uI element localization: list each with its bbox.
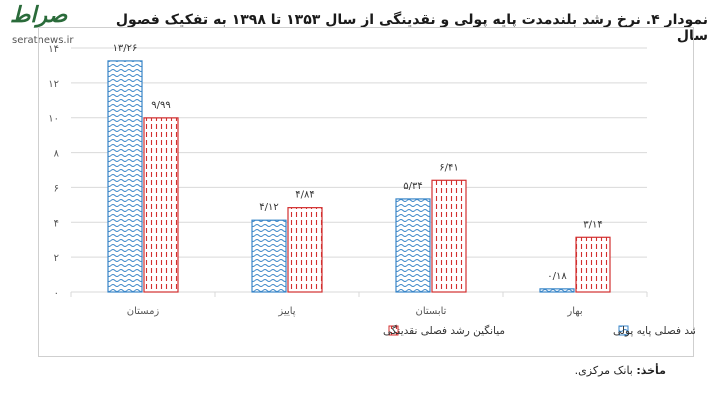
data-label: ۴/۸۴ bbox=[295, 190, 314, 201]
bar-liquidity bbox=[287, 207, 323, 293]
y-tick-label: ۸ bbox=[54, 149, 60, 160]
bar-base-money bbox=[539, 288, 575, 293]
y-tick-label: ۶ bbox=[54, 183, 59, 194]
bar-base-money bbox=[251, 219, 287, 293]
bar-base-money bbox=[395, 198, 431, 293]
data-label: ۰/۱۸ bbox=[547, 271, 567, 282]
bar-liquidity bbox=[143, 117, 179, 293]
y-tick-label: ۱۲ bbox=[48, 79, 59, 90]
y-tick-label: ۱۰ bbox=[48, 114, 59, 125]
bar-base-money bbox=[107, 60, 143, 293]
data-label: ۹/۹۹ bbox=[151, 100, 170, 111]
chart-frame: ۰ ۲ ۴ ۶ ۸ ۱۰ ۱۲ ۱۴ بهار ۰/۱۸ ۳/۱۴ تابستان ۵/۳۴ ۶/۴۱ پ… bbox=[38, 27, 695, 357]
legend-label: میانگین رشد فصلی نقدینگی bbox=[383, 324, 505, 337]
data-label: ۳/۱۴ bbox=[583, 219, 602, 230]
legend-swatch bbox=[618, 325, 629, 336]
bar-chart: ۰ ۲ ۴ ۶ ۸ ۱۰ ۱۲ ۱۴ بهار ۰/۱۸ ۳/۱۴ تابستان ۵/۳۴ ۶/۴۱ پ… bbox=[48, 43, 695, 337]
chart-title: نمودار ۴. نرخ رشد بلندمدت پایه پولی و نق… bbox=[115, 12, 708, 44]
legend-label: میانگین رشد فصلی پایه پولی bbox=[613, 324, 695, 337]
data-label: ۵/۳۴ bbox=[403, 181, 422, 192]
watermark-mark: صراط bbox=[10, 2, 68, 28]
y-tick-label: ۰ bbox=[54, 288, 59, 299]
source-label: مأخذ: bbox=[636, 364, 666, 377]
data-label: ۶/۴۱ bbox=[439, 162, 458, 173]
y-tick-label: ۴ bbox=[54, 218, 59, 229]
x-tick-label: زمستان bbox=[127, 306, 160, 317]
source-note: مأخذ: بانک مرکزی. bbox=[575, 364, 666, 377]
source-text: بانک مرکزی. bbox=[574, 364, 633, 377]
watermark-logo: صراط seratnews.ir bbox=[6, 2, 96, 50]
legend-swatch bbox=[388, 325, 399, 336]
data-label: ۴/۱۲ bbox=[259, 202, 278, 213]
x-tick-label: بهار bbox=[566, 306, 582, 317]
x-tick-label: تابستان bbox=[416, 306, 447, 317]
bar-liquidity bbox=[575, 236, 611, 293]
y-tick-label: ۱۴ bbox=[48, 44, 59, 55]
y-tick-label: ۲ bbox=[54, 253, 59, 264]
bar-liquidity bbox=[431, 179, 467, 293]
data-label: ۱۳/۲۶ bbox=[113, 43, 138, 54]
x-tick-label: پاییز bbox=[277, 306, 295, 317]
watermark-url: seratnews.ir bbox=[12, 35, 74, 46]
